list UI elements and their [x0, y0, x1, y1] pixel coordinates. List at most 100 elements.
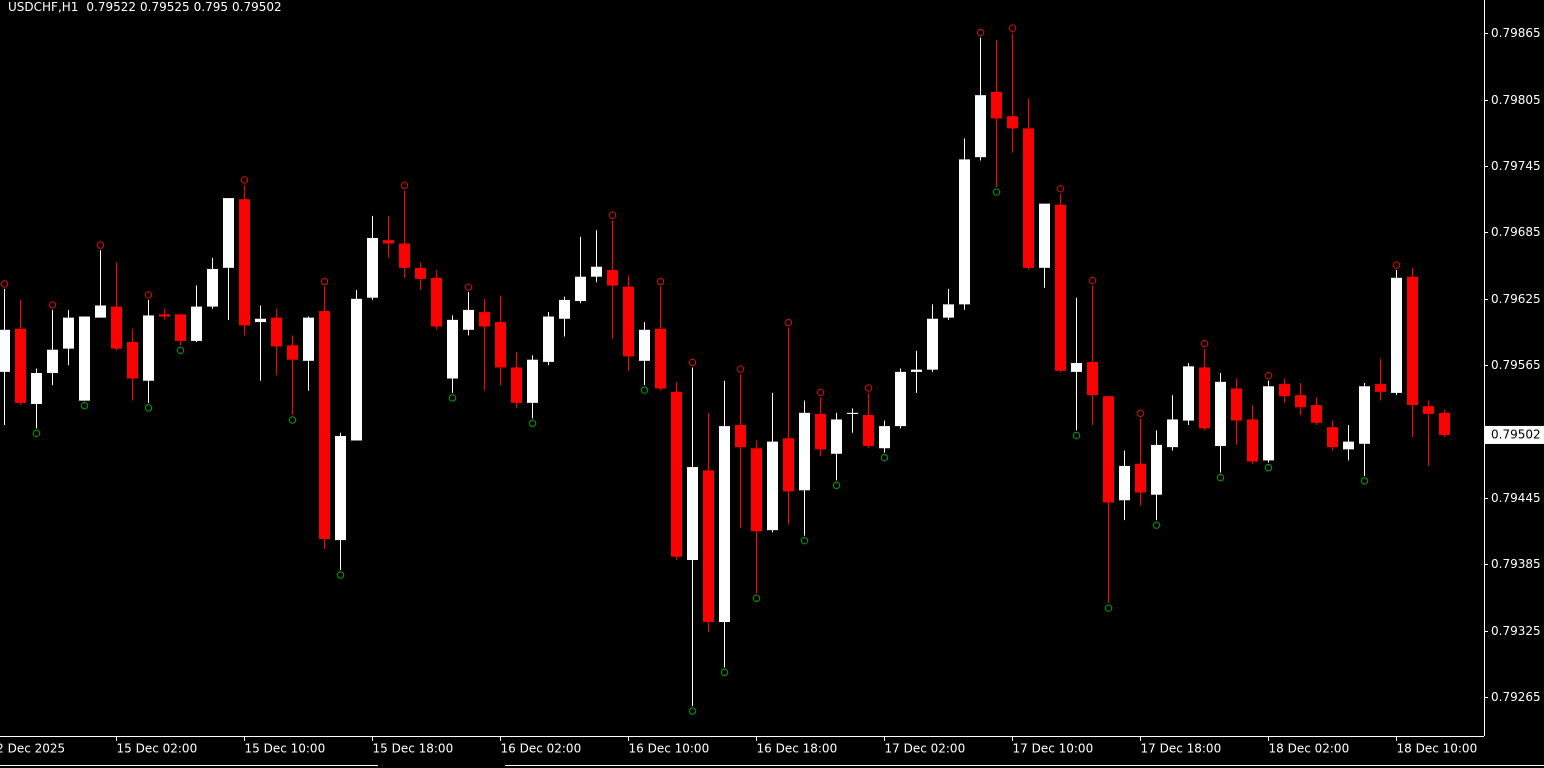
fractal-up: [736, 365, 745, 373]
candle-body: [991, 91, 1002, 119]
fractal-down: [752, 594, 761, 602]
candle-body: [927, 318, 938, 370]
x-tick-label: 17 Dec 18:00: [1141, 742, 1222, 756]
candle-body: [1039, 203, 1050, 268]
candle-body: [1199, 367, 1210, 429]
fractal-up: [1200, 339, 1209, 348]
candle-body: [143, 315, 154, 381]
candle-body: [1263, 386, 1274, 461]
fractal-down: [1152, 521, 1161, 529]
candle-body: [239, 199, 250, 326]
x-tick-label: 15 Dec 18:00: [373, 742, 454, 756]
y-tick-label: 0.79385: [1491, 557, 1541, 571]
candle-body: [351, 298, 362, 441]
candle-body: [223, 198, 234, 268]
candle-body: [1215, 381, 1226, 447]
fractal-down: [1360, 477, 1369, 485]
last-low: 0.795: [194, 0, 228, 14]
fractal-up: [96, 241, 105, 249]
last-close: 0.79502: [232, 0, 282, 14]
candle-body: [1247, 419, 1258, 462]
candle-body: [367, 237, 378, 298]
fractal-up: [1392, 261, 1401, 269]
fractal-up: [464, 283, 473, 291]
fractal-up: [400, 181, 409, 190]
fractal-down: [528, 419, 537, 428]
candle-body: [1295, 395, 1306, 408]
fractal-down: [1072, 431, 1081, 440]
candle-body: [879, 426, 890, 449]
current-price-box: [1485, 425, 1544, 444]
candle-body: [735, 424, 746, 448]
candle-body: [911, 369, 922, 372]
last-high: 0.79525: [140, 0, 190, 14]
candle-body: [1359, 386, 1370, 444]
candle-body: [479, 312, 490, 327]
candle-body: [1103, 396, 1114, 503]
fractal-up: [608, 211, 617, 219]
candle-body: [1167, 419, 1178, 448]
symbol-title: USDCHF,H1: [8, 0, 78, 14]
candle-body: [543, 316, 554, 362]
x-tick-label: 16 Dec 10:00: [629, 742, 710, 756]
candle-body: [175, 314, 186, 341]
fractal-down: [880, 453, 889, 462]
candle-body: [127, 341, 138, 379]
candle-body: [1055, 204, 1066, 371]
candle-body: [1279, 384, 1290, 397]
x-tick-label: 16 Dec 18:00: [757, 742, 838, 756]
x-tick-label: 17 Dec 02:00: [885, 742, 966, 756]
fractal-down: [144, 404, 153, 412]
x-tick-label: 16 Dec 02:00: [501, 742, 582, 756]
y-tick-label: 0.79865: [1491, 26, 1541, 40]
fractal-down: [688, 707, 697, 715]
candle-body: [767, 441, 778, 531]
fractal-down: [1216, 473, 1225, 482]
candle-body: [639, 329, 650, 361]
fractal-up: [688, 358, 697, 367]
candle-body: [1311, 405, 1322, 423]
candle-body: [703, 470, 714, 623]
y-tick-label: 0.79325: [1491, 624, 1541, 638]
candle-body: [607, 270, 618, 286]
candle-body: [207, 268, 218, 307]
candle-body: [335, 436, 346, 541]
candle-body: [623, 286, 634, 357]
candle-body: [1071, 363, 1082, 372]
candle-body: [559, 299, 570, 319]
y-tick-label: 0.79625: [1491, 292, 1541, 306]
candle-body: [847, 412, 858, 414]
fractal-down: [800, 536, 809, 545]
candle-body: [815, 413, 826, 450]
fractal-down: [832, 481, 841, 490]
y-tick-label: 0.79565: [1491, 358, 1541, 372]
candle-body: [1391, 277, 1402, 393]
y-tick-label: 0.79805: [1491, 93, 1541, 107]
candle-body: [399, 243, 410, 268]
candle-body: [975, 95, 986, 158]
candle-body: [415, 267, 426, 279]
fractal-down: [288, 416, 297, 424]
candle-body: [111, 306, 122, 349]
candle-body: [79, 316, 90, 401]
candle-body: [31, 372, 42, 404]
fractal-up: [864, 384, 873, 392]
candle-body: [191, 306, 202, 341]
candle-body: [511, 367, 522, 403]
candle-body: [495, 322, 506, 368]
y-tick-label: 0.79445: [1491, 491, 1541, 505]
fractal-up: [0, 280, 9, 288]
current-price-label: 0.79502: [1491, 427, 1541, 441]
fractal-down: [176, 346, 185, 355]
candle-body: [1407, 276, 1418, 406]
candle-body: [1135, 463, 1146, 493]
candle-body: [1183, 366, 1194, 421]
fractal-up: [1088, 276, 1097, 285]
fractal-down: [448, 394, 457, 402]
candle-body: [863, 415, 874, 447]
candle-body: [1151, 444, 1162, 495]
candle-body: [95, 305, 106, 318]
fractal-up: [320, 277, 329, 286]
fractal-down: [32, 429, 41, 438]
